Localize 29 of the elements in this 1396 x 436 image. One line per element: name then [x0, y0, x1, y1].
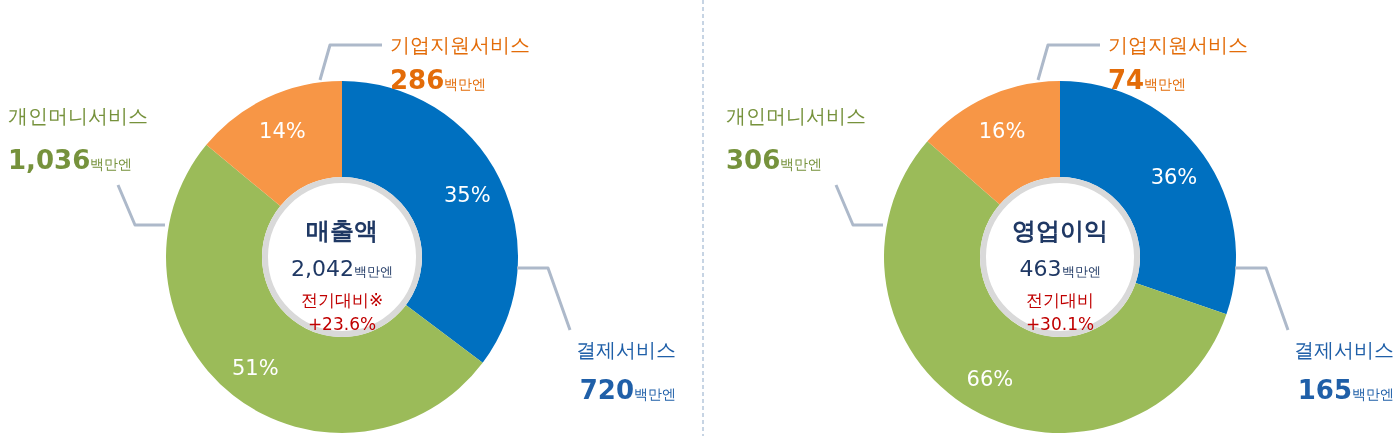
slice-label: 결제서비스 — [1294, 338, 1394, 362]
text: 14% — [259, 119, 306, 144]
text: 16% — [978, 118, 1026, 143]
slice-label: 개인머니서비스 — [726, 104, 866, 128]
donut-slice — [884, 141, 1227, 433]
text: 매출액 — [306, 217, 378, 245]
donut-slice — [206, 81, 342, 207]
text: 51% — [231, 355, 279, 380]
text: +23.6% — [307, 314, 377, 334]
donut-slice — [927, 81, 1060, 205]
text: 463백만엔 — [1019, 256, 1101, 281]
slice-label: 개인머니서비스 — [8, 104, 148, 128]
text: 36% — [1150, 164, 1198, 189]
data-label: 165백만엔 — [1297, 375, 1394, 405]
data-label: 720백만엔 — [579, 375, 676, 405]
data-label: 74백만엔 — [1108, 65, 1187, 95]
slice-label: 기업지원서비스 — [390, 33, 530, 57]
text: 전기대비 — [1026, 290, 1094, 310]
data-label: 1,036백만엔 — [8, 145, 133, 175]
data-label: 306백만엔 — [726, 145, 823, 175]
slice-label: 결제서비스 — [576, 338, 676, 362]
text: 66% — [966, 367, 1014, 392]
data-label: 286백만엔 — [390, 65, 487, 95]
text: 35% — [443, 183, 491, 208]
text: +30.1% — [1025, 314, 1095, 334]
text: 전기대비※ — [300, 290, 384, 310]
text: 2,042백만엔 — [291, 256, 393, 281]
text: 영업이익 — [1012, 217, 1108, 245]
slice-label: 기업지원서비스 — [1108, 33, 1248, 57]
